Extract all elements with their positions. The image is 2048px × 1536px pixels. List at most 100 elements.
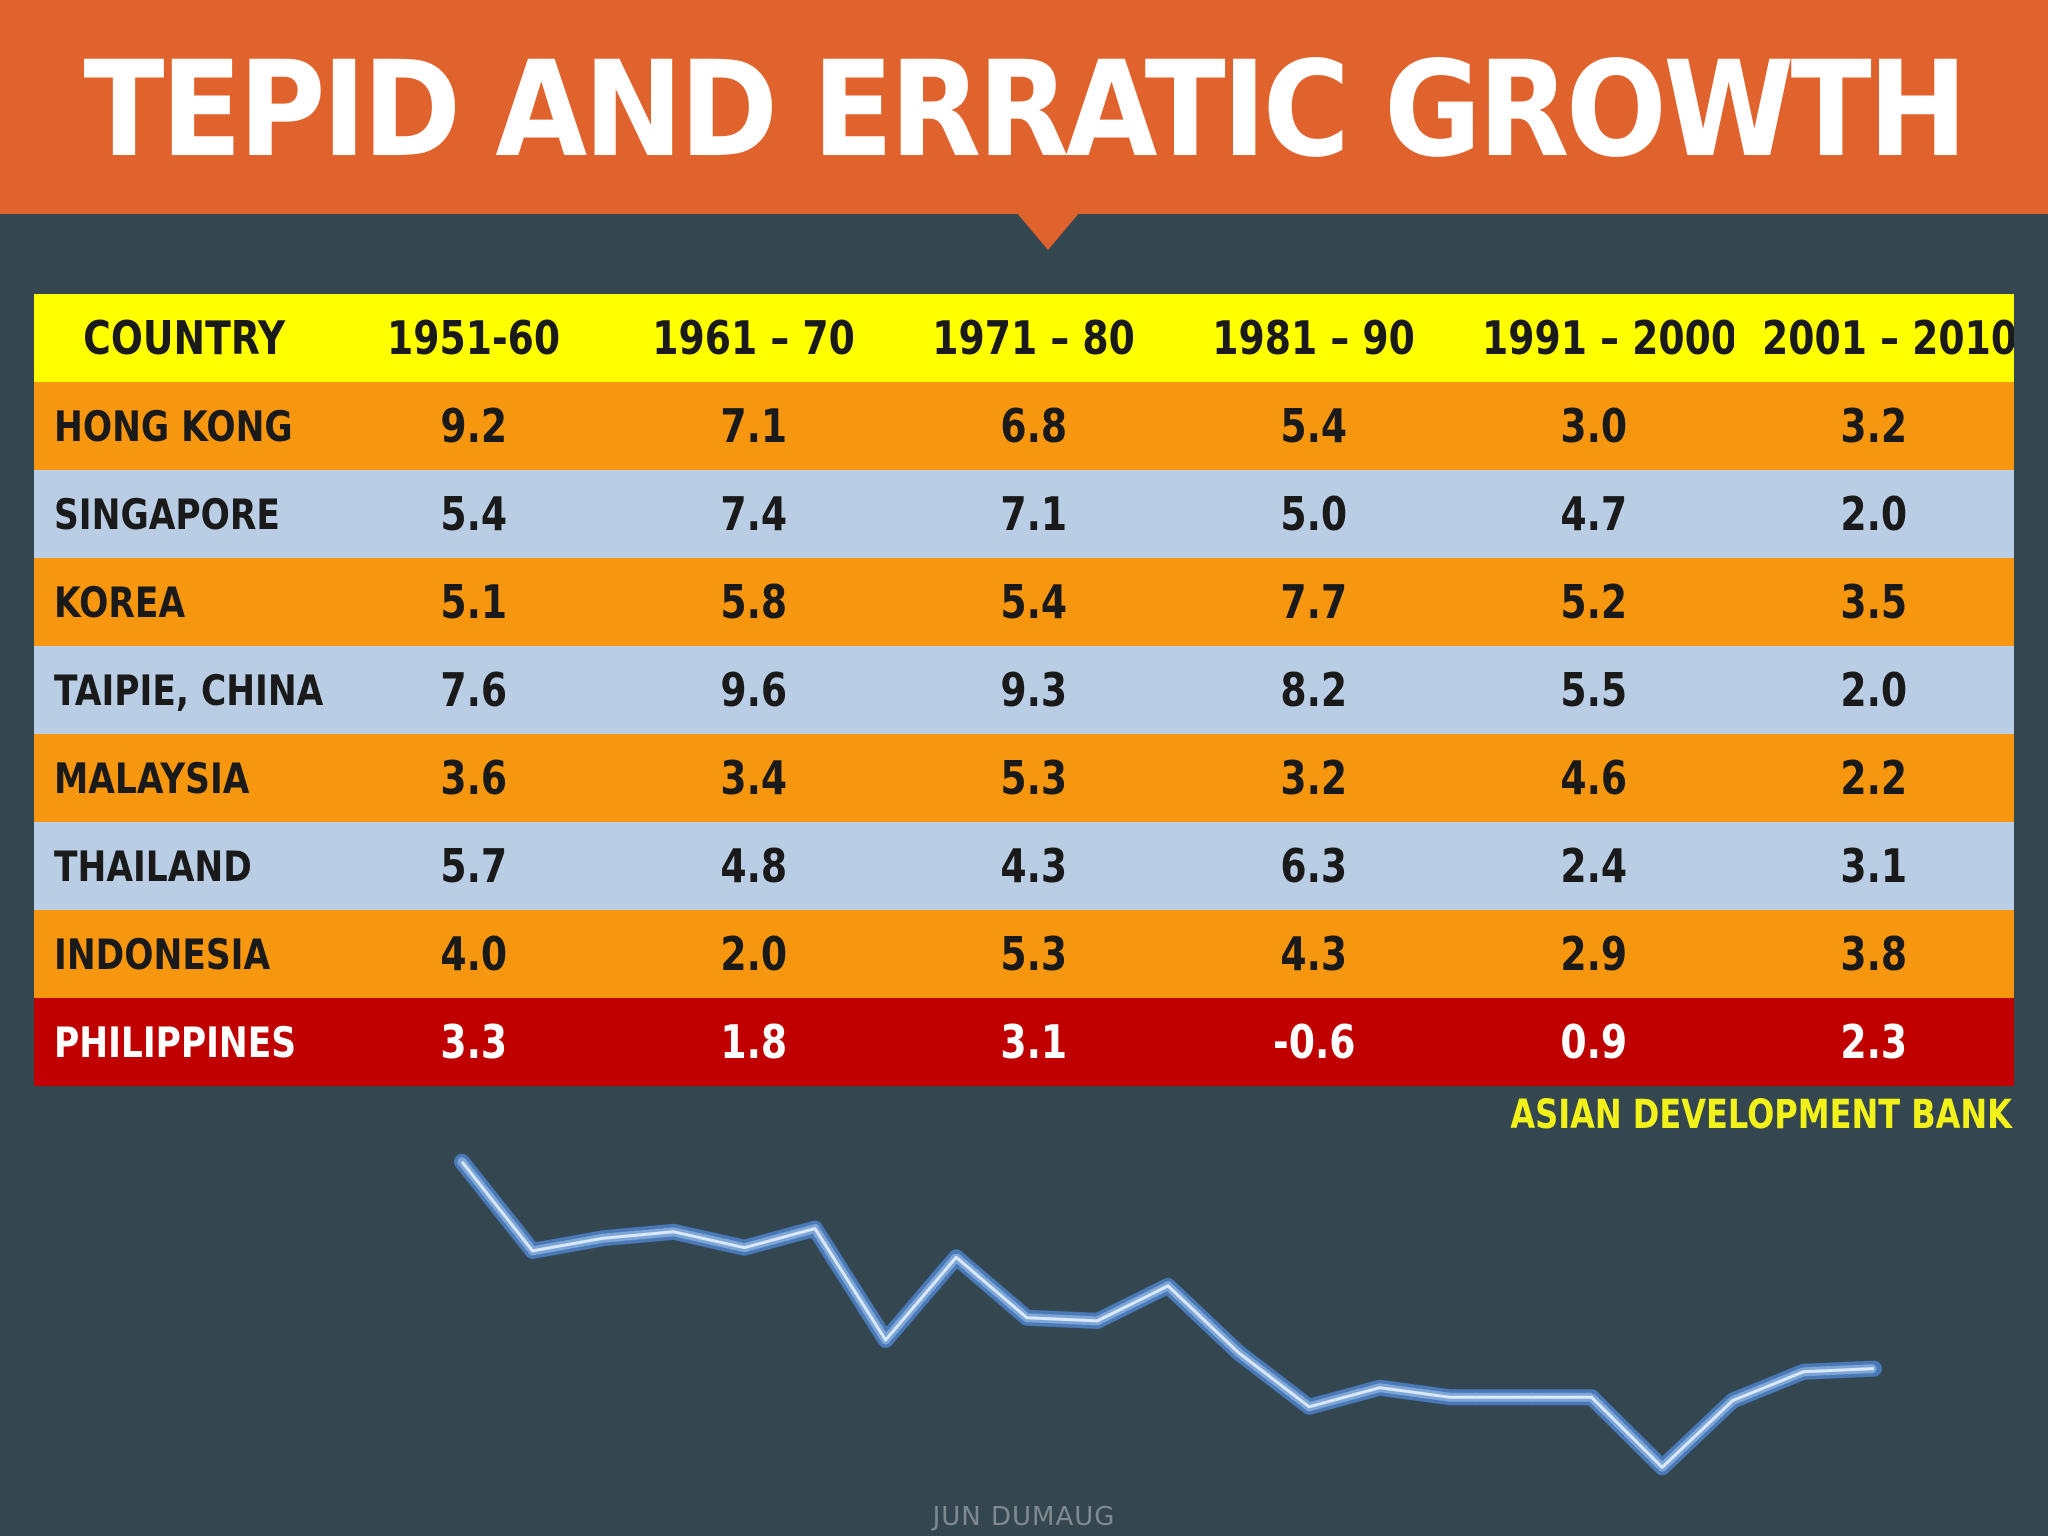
growth-value-cell: 5.2 bbox=[1454, 558, 1734, 646]
growth-value: 5.1 bbox=[440, 575, 508, 629]
table-row: HONG KONG 9.2 7.1 6.8 5.4 3.0 3.2 bbox=[34, 382, 2014, 470]
growth-value: 2.0 bbox=[1840, 487, 1908, 541]
growth-value-cell: 4.0 bbox=[334, 910, 614, 998]
growth-value-cell: 7.6 bbox=[334, 646, 614, 734]
table-row: SINGAPORE 5.4 7.4 7.1 5.0 4.7 2.0 bbox=[34, 470, 2014, 558]
column-header: 1971 – 80 bbox=[894, 294, 1174, 382]
growth-value: 4.3 bbox=[1000, 839, 1068, 893]
country-cell: PHILIPPINES bbox=[34, 998, 334, 1086]
growth-value: 5.5 bbox=[1560, 663, 1628, 717]
growth-value-cell: 7.7 bbox=[1174, 558, 1454, 646]
growth-value-cell: 5.8 bbox=[614, 558, 894, 646]
growth-value-cell: -0.6 bbox=[1174, 998, 1454, 1086]
growth-value-cell: 5.4 bbox=[1174, 382, 1454, 470]
author-credit: JUN DUMAUG bbox=[932, 1502, 1116, 1532]
country-cell: HONG KONG bbox=[34, 382, 334, 470]
growth-value-cell: 6.3 bbox=[1174, 822, 1454, 910]
country-name: INDONESIA bbox=[54, 929, 271, 979]
growth-value: 4.8 bbox=[720, 839, 788, 893]
growth-value-cell: 3.2 bbox=[1174, 734, 1454, 822]
trend-line bbox=[457, 1157, 1879, 1472]
growth-value-cell: 5.5 bbox=[1454, 646, 1734, 734]
growth-value: 5.4 bbox=[1280, 399, 1348, 453]
growth-value-cell: 2.9 bbox=[1454, 910, 1734, 998]
growth-value: 6.3 bbox=[1280, 839, 1348, 893]
growth-value-cell: 0.9 bbox=[1454, 998, 1734, 1086]
growth-value: 7.1 bbox=[720, 399, 788, 453]
growth-value: 4.7 bbox=[1560, 487, 1628, 541]
growth-value: 4.0 bbox=[440, 927, 508, 981]
growth-value-cell: 2.0 bbox=[1734, 646, 2014, 734]
growth-value-cell: 8.2 bbox=[1174, 646, 1454, 734]
growth-value-cell: 3.0 bbox=[1454, 382, 1734, 470]
column-header: 1991 – 2000 bbox=[1454, 294, 1734, 382]
country-cell: TAIPIE, CHINA bbox=[34, 646, 334, 734]
growth-value: 7.1 bbox=[1000, 487, 1068, 541]
growth-value-cell: 9.2 bbox=[334, 382, 614, 470]
column-header-label: 1991 – 2000 bbox=[1481, 311, 1734, 365]
growth-value-cell: 7.1 bbox=[894, 470, 1174, 558]
country-cell: THAILAND bbox=[34, 822, 334, 910]
growth-value-cell: 6.8 bbox=[894, 382, 1174, 470]
growth-value-cell: 4.3 bbox=[894, 822, 1174, 910]
growth-value: 2.0 bbox=[1840, 663, 1908, 717]
table-row: MALAYSIA 3.6 3.4 5.3 3.2 4.6 2.2 bbox=[34, 734, 2014, 822]
growth-value: 3.1 bbox=[1000, 1015, 1068, 1069]
growth-value: 3.2 bbox=[1280, 751, 1348, 805]
growth-value: 5.4 bbox=[1000, 575, 1068, 629]
country-cell: INDONESIA bbox=[34, 910, 334, 998]
growth-value-cell: 4.3 bbox=[1174, 910, 1454, 998]
growth-value: 4.3 bbox=[1280, 927, 1348, 981]
growth-value-cell: 4.7 bbox=[1454, 470, 1734, 558]
source-label: ASIAN DEVELOPMENT BANK bbox=[1385, 1092, 2012, 1138]
growth-value: 5.3 bbox=[1000, 751, 1068, 805]
growth-value-cell: 3.1 bbox=[1734, 822, 2014, 910]
growth-value-cell: 4.6 bbox=[1454, 734, 1734, 822]
table-header-row: COUNTRY 1951-60 1961 – 70 1971 – 80 1981 – 9… bbox=[34, 294, 2014, 382]
growth-value: 2.4 bbox=[1560, 839, 1628, 893]
growth-value: 3.0 bbox=[1560, 399, 1628, 453]
country-cell: SINGAPORE bbox=[34, 470, 334, 558]
growth-value: 3.1 bbox=[1840, 839, 1908, 893]
growth-value-cell: 2.0 bbox=[1734, 470, 2014, 558]
growth-value-cell: 5.4 bbox=[334, 470, 614, 558]
table-row: INDONESIA 4.0 2.0 5.3 4.3 2.9 3.8 bbox=[34, 910, 2014, 998]
growth-value: 8.2 bbox=[1280, 663, 1348, 717]
growth-value-cell: 3.8 bbox=[1734, 910, 2014, 998]
growth-value: 5.3 bbox=[1000, 927, 1068, 981]
country-name: KOREA bbox=[54, 577, 186, 627]
country-name: PHILIPPINES bbox=[54, 1017, 297, 1067]
growth-value-cell: 3.6 bbox=[334, 734, 614, 822]
growth-value-cell: 9.6 bbox=[614, 646, 894, 734]
growth-value-cell: 5.4 bbox=[894, 558, 1174, 646]
growth-value: 9.6 bbox=[720, 663, 788, 717]
trend-line-shadow bbox=[454, 1153, 1882, 1476]
chart-title: TEPID AND ERRATIC GROWTH bbox=[83, 33, 1968, 187]
growth-value: 2.0 bbox=[720, 927, 788, 981]
table-body: HONG KONG 9.2 7.1 6.8 5.4 3.0 3.2 SINGAPORE 5.4 7… bbox=[34, 382, 2014, 1086]
column-header-label: 1961 – 70 bbox=[652, 311, 856, 365]
growth-value: 3.3 bbox=[440, 1015, 508, 1069]
growth-value: 9.3 bbox=[1000, 663, 1068, 717]
growth-value: 3.5 bbox=[1840, 575, 1908, 629]
growth-value-cell: 7.4 bbox=[614, 470, 894, 558]
column-header-label: 1981 – 90 bbox=[1212, 311, 1416, 365]
growth-value: 3.4 bbox=[720, 751, 788, 805]
growth-value-cell: 3.2 bbox=[1734, 382, 2014, 470]
growth-value-cell: 4.8 bbox=[614, 822, 894, 910]
column-header-label: 1951-60 bbox=[387, 311, 561, 365]
country-cell: KOREA bbox=[34, 558, 334, 646]
growth-value: 4.6 bbox=[1560, 751, 1628, 805]
growth-value: 7.7 bbox=[1280, 575, 1348, 629]
table-row: THAILAND 5.7 4.8 4.3 6.3 2.4 3.1 bbox=[34, 822, 2014, 910]
growth-value: 7.4 bbox=[720, 487, 788, 541]
column-header: 1951-60 bbox=[334, 294, 614, 382]
country-cell: MALAYSIA bbox=[34, 734, 334, 822]
growth-value-cell: 5.3 bbox=[894, 910, 1174, 998]
country-name: SINGAPORE bbox=[54, 489, 280, 539]
growth-value-cell: 3.4 bbox=[614, 734, 894, 822]
growth-value: 5.4 bbox=[440, 487, 508, 541]
growth-value: 0.9 bbox=[1560, 1015, 1628, 1069]
growth-value: 6.8 bbox=[1000, 399, 1068, 453]
growth-value: 3.8 bbox=[1840, 927, 1908, 981]
